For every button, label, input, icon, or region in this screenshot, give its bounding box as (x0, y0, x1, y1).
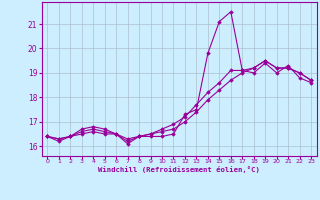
X-axis label: Windchill (Refroidissement éolien,°C): Windchill (Refroidissement éolien,°C) (98, 166, 260, 173)
